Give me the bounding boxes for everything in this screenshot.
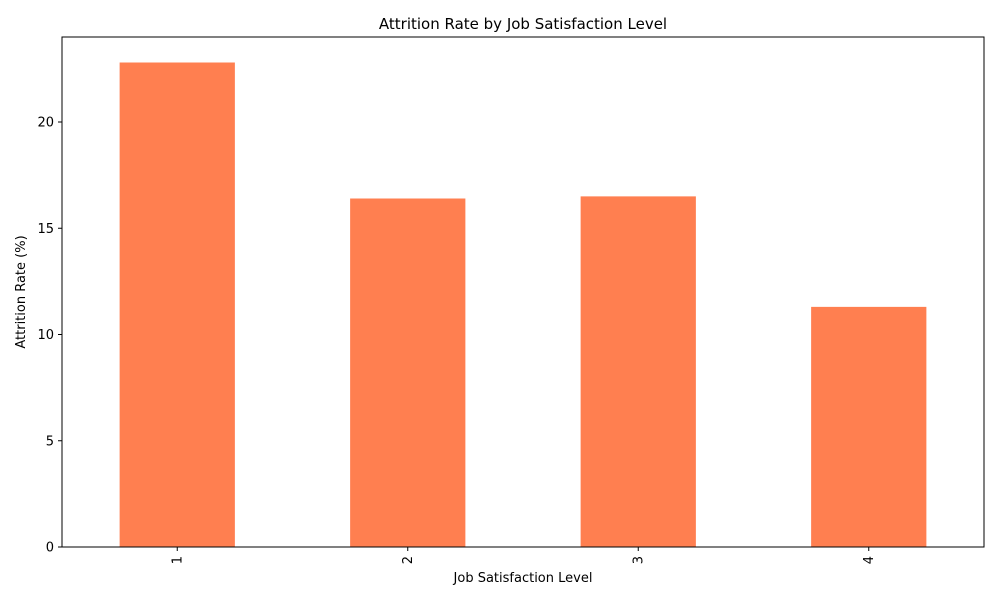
y-tick-label: 20 (37, 116, 54, 131)
bars-group (119, 62, 927, 547)
plot-frame (61, 36, 985, 548)
y-tick-label: 5 (46, 434, 54, 449)
y-axis-label: Attrition Rate (%) (14, 235, 29, 348)
bar-3 (580, 196, 696, 547)
x-tick-label: 1 (170, 556, 185, 564)
x-tick-label: 2 (401, 556, 416, 564)
bar-1 (119, 62, 235, 547)
chart-title: Attrition Rate by Job Satisfaction Level (379, 15, 667, 33)
x-tick-label: 3 (631, 556, 646, 564)
y-axis-ticks: 0 5 10 15 20 (37, 116, 62, 556)
y-tick-label: 0 (46, 541, 54, 556)
x-axis-label: Job Satisfaction Level (453, 571, 593, 586)
x-axis-ticks: 1 2 3 4 (170, 547, 877, 564)
y-tick-label: 10 (37, 328, 54, 343)
x-tick-label: 4 (862, 556, 877, 564)
bar-4 (811, 306, 927, 547)
y-tick-label: 15 (37, 222, 54, 237)
bar-2 (350, 198, 466, 547)
